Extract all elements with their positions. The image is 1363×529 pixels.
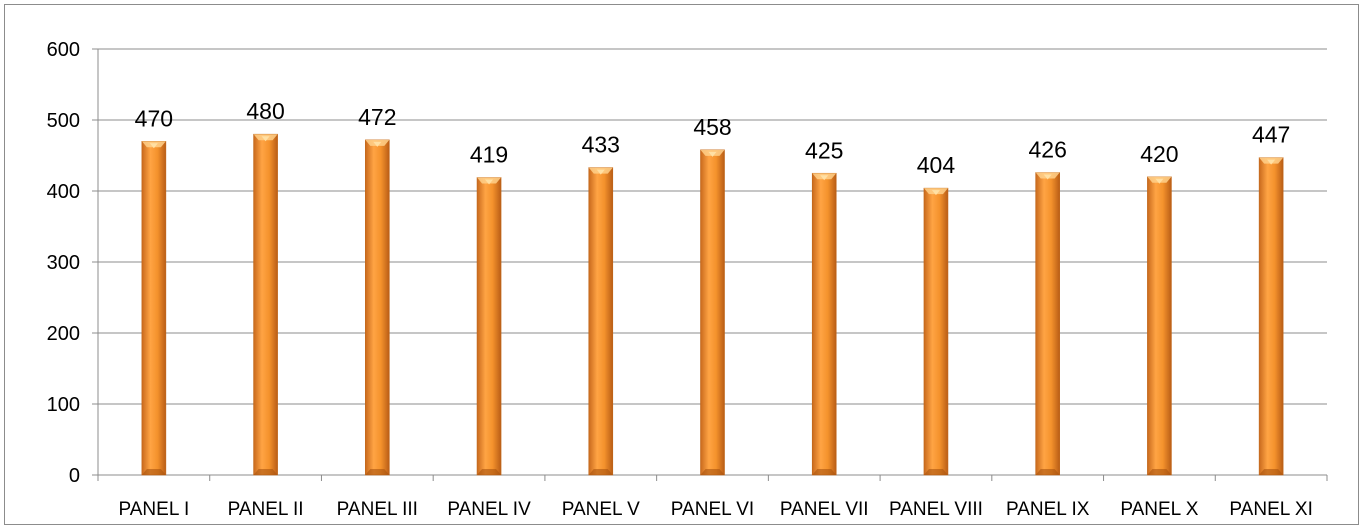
bar-top-highlight <box>261 136 270 142</box>
data-label: 433 <box>582 132 620 158</box>
data-label: 419 <box>470 142 508 168</box>
bar-4 <box>476 177 502 476</box>
bar-top-highlight <box>708 151 717 157</box>
bar-bottom-bevel <box>588 469 613 475</box>
bar-bottom-bevel <box>812 469 837 475</box>
bar-1 <box>141 141 167 476</box>
bar-body <box>923 187 949 476</box>
bar-body <box>141 141 167 476</box>
bar-body <box>1258 157 1284 476</box>
x-tick-label: PANEL I <box>118 499 189 520</box>
y-tick-label: 500 <box>47 110 80 132</box>
data-label: 420 <box>1140 141 1178 167</box>
bar-3 <box>365 139 390 476</box>
chart-frame <box>4 4 1359 525</box>
bar-body <box>1147 176 1172 476</box>
bar-body <box>253 133 278 476</box>
y-tick-label: 400 <box>47 181 80 203</box>
bar-body <box>365 139 390 476</box>
bar-top-highlight <box>1155 178 1164 184</box>
x-tick-label: PANEL IX <box>1006 499 1090 520</box>
axes: 0 100 200 300 400 500 600 PANEL I PANEL II PANEL … <box>47 39 1328 520</box>
data-label: 458 <box>693 114 731 140</box>
bar-bottom-bevel <box>1259 469 1284 475</box>
y-tick-label: 300 <box>47 252 80 274</box>
data-label: 426 <box>1028 137 1066 163</box>
x-tick-label: PANEL V <box>562 499 640 520</box>
bar-bottom-bevel <box>253 469 278 475</box>
data-label: 472 <box>358 104 396 130</box>
bar-9 <box>1035 172 1060 476</box>
x-tick-label: PANEL II <box>228 499 304 520</box>
bar-5 <box>588 167 614 476</box>
data-label: 470 <box>135 105 173 131</box>
data-label: 425 <box>805 137 843 163</box>
bar-top-highlight <box>373 141 382 147</box>
data-label: 404 <box>917 152 956 178</box>
x-tick-label: PANEL XI <box>1229 499 1312 520</box>
bar-10 <box>1147 176 1172 476</box>
y-tick-label: 600 <box>47 39 80 61</box>
data-label: 480 <box>246 98 284 124</box>
bar-body <box>588 167 614 476</box>
bar-body <box>811 172 837 476</box>
data-label: 447 <box>1252 122 1290 148</box>
bars <box>141 133 1284 476</box>
bar-bottom-bevel <box>1147 469 1172 475</box>
bar-top-highlight <box>1267 159 1276 165</box>
bar-top-highlight <box>485 179 494 185</box>
bar-8 <box>923 187 949 476</box>
x-tick-label: PANEL III <box>337 499 418 520</box>
bar-top-highlight <box>149 143 158 149</box>
bar-6 <box>700 149 725 476</box>
bar-body <box>700 149 725 476</box>
bar-11 <box>1258 157 1284 476</box>
x-tick-label: PANEL X <box>1120 499 1198 520</box>
bar-top-highlight <box>596 169 605 175</box>
bar-body <box>1035 172 1060 476</box>
bar-bottom-bevel <box>477 469 502 475</box>
bar-bottom-bevel <box>141 469 166 475</box>
x-tick-label: PANEL VII <box>780 499 869 520</box>
data-labels: 470 480 472 419 433 458 425 404 426 420 447 <box>135 98 1291 178</box>
bar-7 <box>811 172 837 476</box>
x-tick-label: PANEL IV <box>447 499 531 520</box>
bar-bottom-bevel <box>1035 469 1060 475</box>
bar-top-highlight <box>820 175 829 181</box>
y-tick-label: 200 <box>47 323 80 345</box>
bar-bottom-bevel <box>923 469 948 475</box>
bar-bottom-bevel <box>365 469 390 475</box>
bar-bottom-bevel <box>700 469 725 475</box>
bar-top-highlight <box>931 190 940 196</box>
x-tick-label: PANEL VIII <box>889 499 983 520</box>
bar-body <box>476 177 502 476</box>
bar-top-highlight <box>1043 174 1052 180</box>
x-tick-label: PANEL VI <box>671 499 754 520</box>
y-tick-label: 100 <box>47 394 80 416</box>
y-tick-label: 0 <box>69 465 80 487</box>
bar-2 <box>253 133 278 476</box>
